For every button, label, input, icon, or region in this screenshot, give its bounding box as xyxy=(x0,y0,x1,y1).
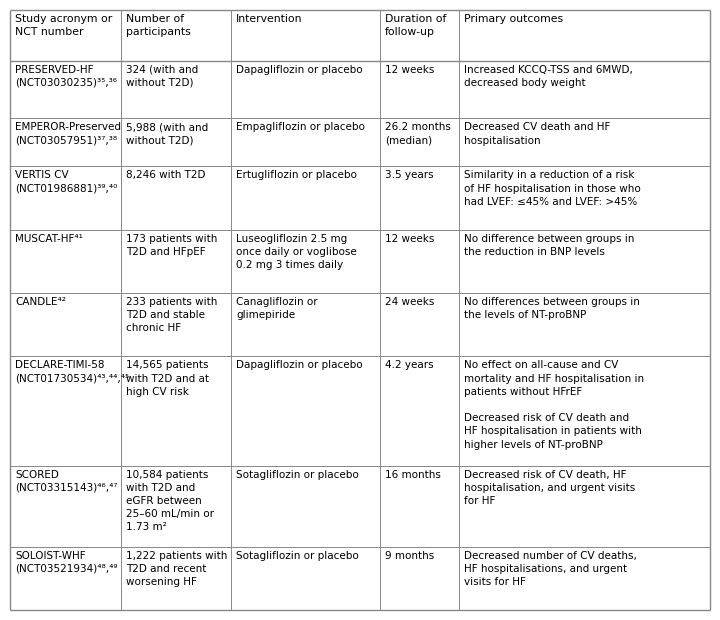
Text: 324 (with and
without T2D): 324 (with and without T2D) xyxy=(125,64,198,88)
Text: Decreased risk of CV death, HF
hospitalisation, and urgent visits
for HF: Decreased risk of CV death, HF hospitali… xyxy=(464,469,635,506)
Text: Decreased number of CV deaths,
HF hospitalisations, and urgent
visits for HF: Decreased number of CV deaths, HF hospit… xyxy=(464,551,636,587)
Text: 12 weeks: 12 weeks xyxy=(385,234,435,244)
Text: 12 weeks: 12 weeks xyxy=(385,64,435,74)
Text: 5,988 (with and
without T2D): 5,988 (with and without T2D) xyxy=(125,123,208,146)
Text: 8,246 with T2D: 8,246 with T2D xyxy=(125,170,205,180)
Text: 233 patients with
T2D and stable
chronic HF: 233 patients with T2D and stable chronic… xyxy=(125,297,217,334)
Text: 173 patients with
T2D and HFpEF: 173 patients with T2D and HFpEF xyxy=(125,234,217,257)
Text: 4.2 years: 4.2 years xyxy=(385,360,434,371)
Text: 3.5 years: 3.5 years xyxy=(385,170,434,180)
Text: 10,584 patients
with T2D and
eGFR between
25–60 mL/min or
1.73 m²: 10,584 patients with T2D and eGFR betwee… xyxy=(125,469,214,533)
Text: Intervention: Intervention xyxy=(236,14,302,24)
Text: Sotagliflozin or placebo: Sotagliflozin or placebo xyxy=(236,469,359,480)
Text: Ertugliflozin or placebo: Ertugliflozin or placebo xyxy=(236,170,357,180)
Text: SOLOIST-WHF
(NCT03521934)⁴⁸,⁴⁹: SOLOIST-WHF (NCT03521934)⁴⁸,⁴⁹ xyxy=(15,551,117,574)
Text: No effect on all-cause and CV
mortality and HF hospitalisation in
patients witho: No effect on all-cause and CV mortality … xyxy=(464,360,644,450)
Text: Canagliflozin or
glimepiride: Canagliflozin or glimepiride xyxy=(236,297,318,321)
Text: Number of
participants: Number of participants xyxy=(125,14,190,37)
Text: EMPEROR-Preserved
(NCT03057951)³⁷,³⁸: EMPEROR-Preserved (NCT03057951)³⁷,³⁸ xyxy=(15,123,121,146)
Text: Dapagliflozin or placebo: Dapagliflozin or placebo xyxy=(236,360,363,371)
Text: CANDLE⁴²: CANDLE⁴² xyxy=(15,297,66,307)
Text: 26.2 months
(median): 26.2 months (median) xyxy=(385,123,451,146)
Text: 9 months: 9 months xyxy=(385,551,435,560)
Text: MUSCAT-HF⁴¹: MUSCAT-HF⁴¹ xyxy=(15,234,83,244)
Text: Study acronym or
NCT number: Study acronym or NCT number xyxy=(15,14,112,37)
Text: Luseogliflozin 2.5 mg
once daily or voglibose
0.2 mg 3 times daily: Luseogliflozin 2.5 mg once daily or vogl… xyxy=(236,234,357,270)
Text: 1,222 patients with
T2D and recent
worsening HF: 1,222 patients with T2D and recent worse… xyxy=(125,551,227,587)
Text: Sotagliflozin or placebo: Sotagliflozin or placebo xyxy=(236,551,359,560)
Text: Primary outcomes: Primary outcomes xyxy=(464,14,563,24)
Text: 16 months: 16 months xyxy=(385,469,441,480)
Text: VERTIS CV
(NCT01986881)³⁹,⁴⁰: VERTIS CV (NCT01986881)³⁹,⁴⁰ xyxy=(15,170,117,193)
Text: Dapagliflozin or placebo: Dapagliflozin or placebo xyxy=(236,64,363,74)
Text: DECLARE-TIMI-58
(NCT01730534)⁴³,⁴⁴,⁴⁵: DECLARE-TIMI-58 (NCT01730534)⁴³,⁴⁴,⁴⁵ xyxy=(15,360,129,384)
Text: No difference between groups in
the reduction in BNP levels: No difference between groups in the redu… xyxy=(464,234,634,257)
Text: PRESERVED-HF
(NCT03030235)³⁵,³⁶: PRESERVED-HF (NCT03030235)³⁵,³⁶ xyxy=(15,64,117,88)
Text: 14,565 patients
with T2D and at
high CV risk: 14,565 patients with T2D and at high CV … xyxy=(125,360,209,397)
Text: Duration of
follow-up: Duration of follow-up xyxy=(385,14,446,37)
Text: No differences between groups in
the levels of NT-proBNP: No differences between groups in the lev… xyxy=(464,297,639,321)
Text: 24 weeks: 24 weeks xyxy=(385,297,435,307)
Text: Increased KCCQ-TSS and 6MWD,
decreased body weight: Increased KCCQ-TSS and 6MWD, decreased b… xyxy=(464,64,633,88)
Text: Decreased CV death and HF
hospitalisation: Decreased CV death and HF hospitalisatio… xyxy=(464,123,610,146)
Text: Similarity in a reduction of a risk
of HF hospitalisation in those who
had LVEF:: Similarity in a reduction of a risk of H… xyxy=(464,170,641,206)
Text: SCORED
(NCT03315143)⁴⁶,⁴⁷: SCORED (NCT03315143)⁴⁶,⁴⁷ xyxy=(15,469,117,493)
Text: Empagliflozin or placebo: Empagliflozin or placebo xyxy=(236,123,365,133)
